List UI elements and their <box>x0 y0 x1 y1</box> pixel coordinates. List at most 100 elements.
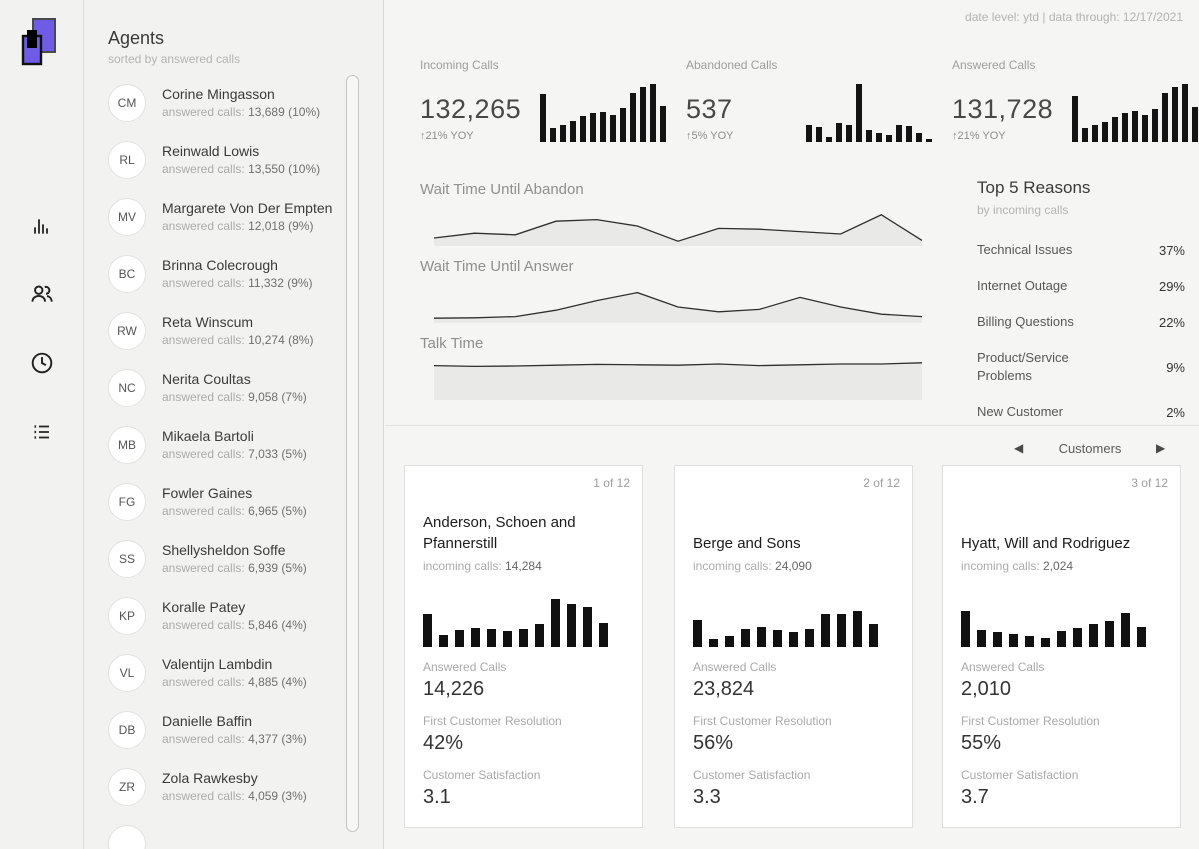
agent-calls: answered calls: 4,885 (4%) <box>162 675 307 689</box>
bar <box>1137 626 1146 647</box>
bar <box>550 127 556 142</box>
kpi-label: Answered Calls <box>952 58 1036 72</box>
icon-rail <box>0 0 84 849</box>
agent-list-item[interactable]: CM Corine Mingasson answered calls: 13,6… <box>84 74 347 131</box>
customer-bar-chart[interactable] <box>961 587 1162 647</box>
kpi-label: Abandoned Calls <box>686 58 778 72</box>
agent-calls: answered calls: 9,058 (7%) <box>162 390 307 404</box>
agent-name: Reinwald Lowis <box>162 143 260 159</box>
reason-value: 29% <box>1158 278 1185 294</box>
avatar: ZR <box>108 767 146 806</box>
trend-area-chart[interactable] <box>434 283 922 323</box>
bar <box>1102 121 1108 142</box>
customers-prev-button[interactable]: ◀ <box>1014 441 1024 455</box>
reason-row[interactable]: New Customer 2% <box>977 403 1185 422</box>
customer-name: Berge and Sons <box>693 535 801 552</box>
bar <box>630 92 636 142</box>
customer-bar-chart[interactable] <box>423 587 624 647</box>
kpi-value: 132,265 <box>420 94 522 124</box>
reason-value: 22% <box>1158 314 1185 330</box>
customer-name: Anderson, Schoen and Pfannerstill <box>423 514 576 552</box>
agent-list-item[interactable]: VL Valentijn Lambdin answered calls: 4,8… <box>84 644 347 701</box>
agent-list-item[interactable]: DB Danielle Baffin answered calls: 4,377… <box>84 701 347 758</box>
customer-bar-chart[interactable] <box>693 587 894 647</box>
top-5-reasons-panel: Top 5 Reasons by incoming calls Technica… <box>977 178 1185 422</box>
agent-list-item-partial[interactable] <box>84 815 347 849</box>
agents-scrollbar[interactable] <box>346 75 359 832</box>
trend-area-chart[interactable] <box>434 206 922 246</box>
reason-label: Internet Outage <box>977 277 1068 293</box>
incoming-calls: incoming calls: 14,284 <box>423 559 542 573</box>
bar <box>1025 636 1034 647</box>
reason-row[interactable]: Technical Issues 37% <box>977 241 1185 260</box>
reason-row[interactable]: Product/Service Problems 9% <box>977 349 1185 387</box>
kpi-label: Incoming Calls <box>420 58 499 72</box>
metric-answered-calls: Answered Calls 14,226 <box>423 660 507 700</box>
customers-next-button[interactable]: ▶ <box>1156 441 1166 455</box>
bar <box>660 106 666 142</box>
bar <box>600 111 606 142</box>
agent-name: Margarete Von Der Empten <box>162 200 333 216</box>
kpi-bar-chart[interactable] <box>806 84 932 142</box>
kpi-bar-chart[interactable] <box>540 84 666 142</box>
avatar: DB <box>108 710 146 749</box>
people-icon[interactable] <box>26 278 58 310</box>
reason-row[interactable]: Billing Questions 22% <box>977 313 1185 332</box>
agent-calls: answered calls: 12,018 (9%) <box>162 219 314 233</box>
kpi-bar-chart[interactable] <box>1072 84 1198 142</box>
clock-icon[interactable] <box>26 347 58 379</box>
agent-list-item[interactable]: KP Koralle Patey answered calls: 5,846 (… <box>84 587 347 644</box>
bar <box>551 599 560 647</box>
bar <box>709 638 718 647</box>
trend-area-chart[interactable] <box>434 360 922 400</box>
agent-name: Zola Rawkesby <box>162 770 258 786</box>
agent-calls: answered calls: 6,939 (5%) <box>162 561 307 575</box>
bar <box>1073 627 1082 647</box>
reason-label: Product/Service Problems <box>977 349 1069 384</box>
reason-row[interactable]: Internet Outage 29% <box>977 277 1185 296</box>
bar <box>1122 113 1128 142</box>
reason-label: Billing Questions <box>977 313 1074 329</box>
section-divider <box>385 425 1199 426</box>
incoming-calls: incoming calls: 24,090 <box>693 559 812 573</box>
bar <box>869 624 878 647</box>
bar <box>836 123 842 142</box>
bar <box>757 626 766 647</box>
agent-list-item[interactable]: MV Margarete Von Der Empten answered cal… <box>84 188 347 245</box>
agent-calls: answered calls: 5,846 (4%) <box>162 618 307 632</box>
agent-name: Reta Winscum <box>162 314 254 330</box>
bar <box>560 124 566 142</box>
agent-list-item[interactable]: RW Reta Winscum answered calls: 10,274 (… <box>84 302 347 359</box>
bar <box>741 629 750 647</box>
bar <box>519 629 528 647</box>
agent-name: Fowler Gaines <box>162 485 253 501</box>
bar <box>1162 93 1168 142</box>
list-icon[interactable] <box>26 416 58 448</box>
avatar: KP <box>108 596 146 635</box>
bar <box>856 84 862 142</box>
agent-name: Mikaela Bartoli <box>162 428 254 444</box>
agent-list-item[interactable]: MB Mikaela Bartoli answered calls: 7,033… <box>84 416 347 473</box>
bar <box>503 631 512 647</box>
agent-name: Brinna Colecrough <box>162 257 278 273</box>
metric-answered-calls: Answered Calls 2,010 <box>961 660 1045 700</box>
bar <box>1092 124 1098 142</box>
bar <box>866 130 872 142</box>
agent-list-item[interactable]: BC Brinna Colecrough answered calls: 11,… <box>84 245 347 302</box>
bar <box>805 629 814 647</box>
agent-list-item[interactable]: FG Fowler Gaines answered calls: 6,965 (… <box>84 473 347 530</box>
trend-wait-answer: Wait Time Until Answer <box>420 258 922 323</box>
agents-subtitle: sorted by answered calls <box>108 52 241 66</box>
bar <box>821 614 830 647</box>
avatar: NC <box>108 368 146 407</box>
bar <box>1172 87 1178 142</box>
agent-list-item[interactable]: RL Reinwald Lowis answered calls: 13,550… <box>84 131 347 188</box>
agent-name: Nerita Coultas <box>162 371 251 387</box>
kpi-yoy: ↑21% YOY <box>420 130 474 142</box>
bar <box>535 624 544 647</box>
agent-list-item[interactable]: NC Nerita Coultas answered calls: 9,058 … <box>84 359 347 416</box>
bar-chart-icon[interactable] <box>26 210 58 242</box>
agent-list-item[interactable]: ZR Zola Rawkesby answered calls: 4,059 (… <box>84 758 347 815</box>
agent-list-item[interactable]: SS Shellysheldon Soffe answered calls: 6… <box>84 530 347 587</box>
bar <box>1142 114 1148 142</box>
